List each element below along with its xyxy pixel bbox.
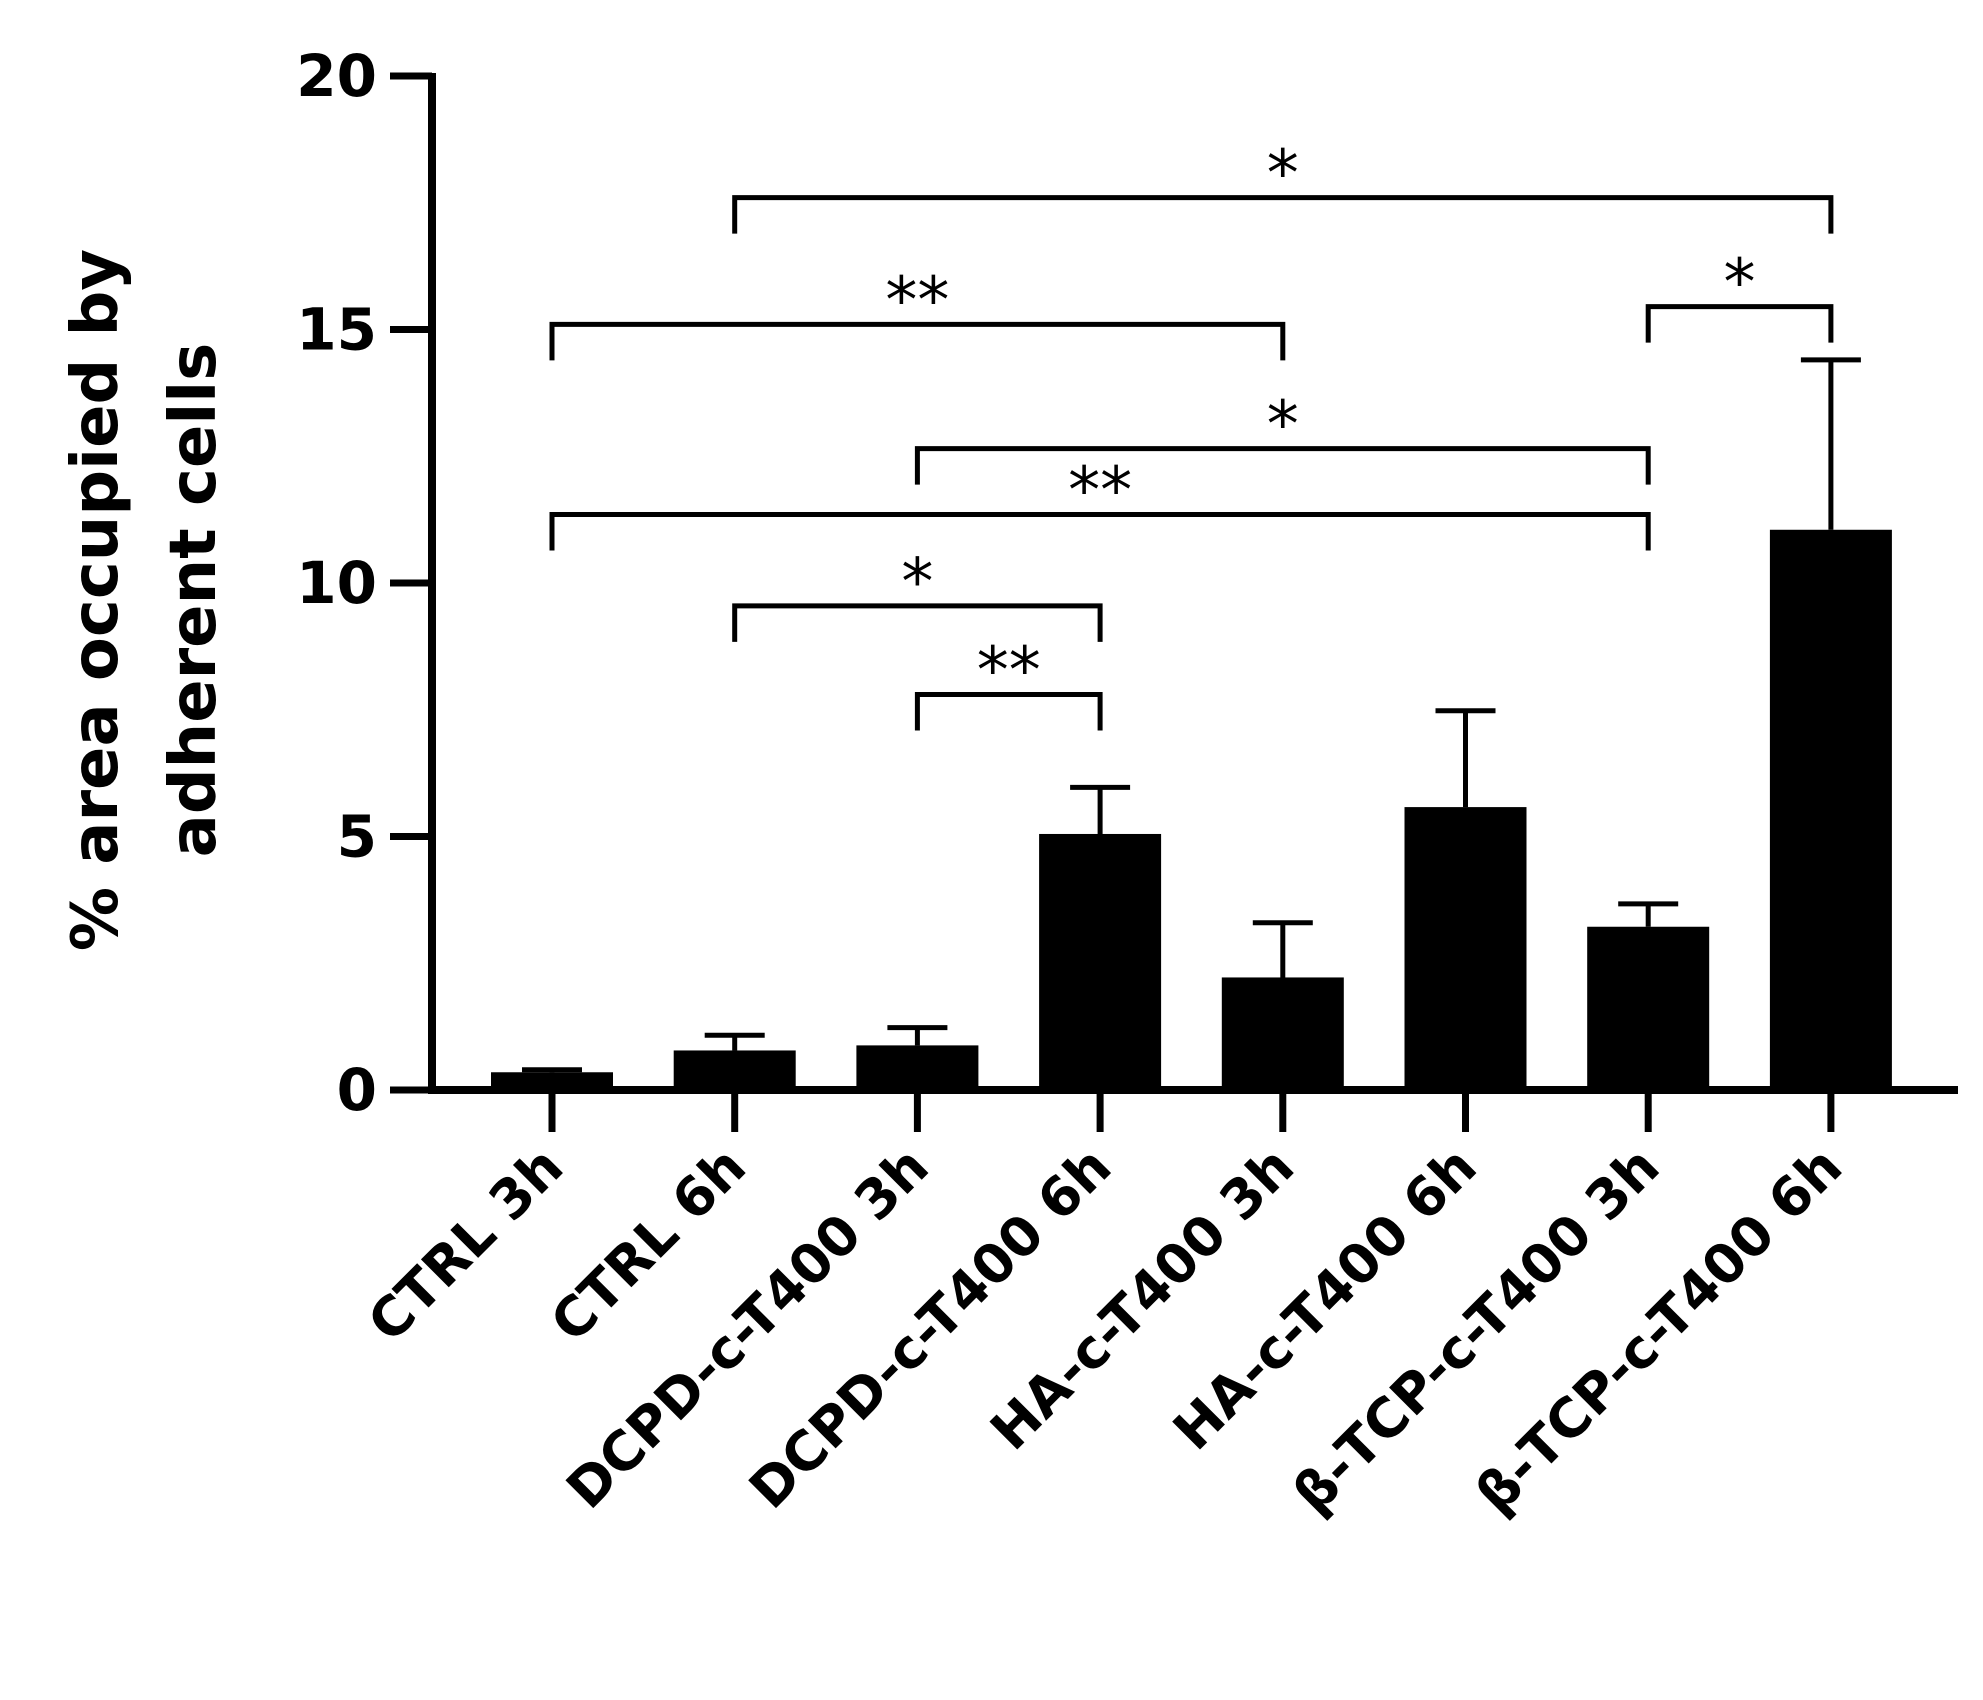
category-label-1: CTRL 3h [356, 1135, 575, 1354]
y-tick-label-15: 15 [296, 296, 377, 364]
y-axis-title: % area occupied by adherent cells [59, 249, 231, 951]
bar-3 [856, 1045, 979, 1090]
significance-label-4: * [1267, 389, 1299, 463]
y-tick-label-5: 5 [337, 803, 377, 871]
bar-4 [1039, 833, 1162, 1090]
bar-2 [673, 1050, 796, 1090]
category-label-3: DCPD-c-T400 3h [554, 1135, 940, 1521]
y-axis-title-line-1: % area occupied by [59, 249, 133, 951]
significance-label-2: ** [885, 264, 949, 338]
significance-bracket-4 [914, 446, 1651, 485]
bar-8 [1769, 529, 1892, 1090]
bar-5 [1221, 977, 1344, 1090]
significance-bracket-5 [549, 512, 1651, 551]
significance-label-7: ** [977, 635, 1041, 709]
bar-6 [1404, 807, 1527, 1090]
significance-bracket-3 [1645, 304, 1834, 343]
significance-label-5: ** [1068, 455, 1132, 529]
significance-bracket-1 [732, 195, 1834, 234]
significance-label-1: * [1267, 138, 1299, 212]
bar-1 [491, 1072, 613, 1090]
significance-bracket-6 [732, 603, 1103, 642]
category-label-5: HA-c-T400 3h [978, 1135, 1306, 1463]
bar-7 [1587, 926, 1710, 1090]
y-axis-title-line-2: adherent cells [157, 343, 231, 858]
category-label-6: HA-c-T400 6h [1161, 1135, 1489, 1463]
significance-bracket-2 [549, 321, 1286, 361]
y-tick-label-10: 10 [296, 549, 377, 617]
significance-label-6: * [901, 546, 933, 620]
significance-label-3: * [1724, 247, 1756, 321]
category-label-8: β-TCP-c-T400 6h [1463, 1135, 1854, 1526]
category-label-7: β-TCP-c-T400 3h [1281, 1135, 1672, 1526]
y-tick-label-20: 20 [296, 42, 377, 110]
significance-bracket-7 [914, 692, 1103, 731]
y-tick-label-0: 0 [337, 1056, 377, 1124]
category-label-4: DCPD-c-T400 6h [737, 1135, 1123, 1521]
